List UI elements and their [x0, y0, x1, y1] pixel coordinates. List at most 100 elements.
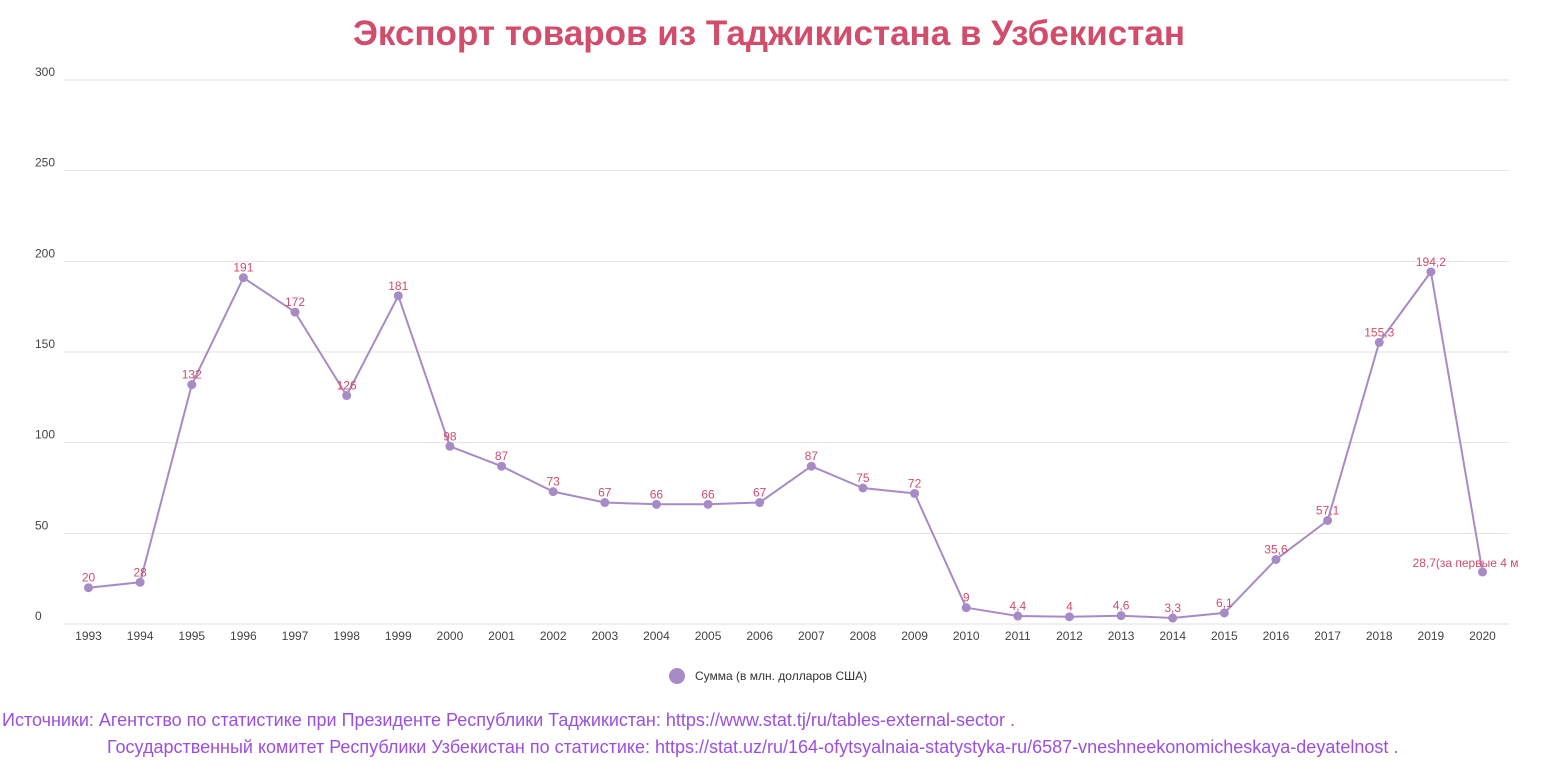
- y-tick-label: 150: [35, 337, 55, 351]
- data-point: [1219, 608, 1229, 618]
- data-label: 4,4: [1009, 599, 1026, 613]
- data-point: [187, 380, 197, 390]
- data-label: 75: [856, 471, 870, 485]
- data-point: [548, 487, 558, 497]
- x-tick-label: 1997: [282, 629, 309, 643]
- data-label: 87: [805, 449, 819, 463]
- data-point: [858, 483, 868, 493]
- data-label: 28,7(за первые 4 м: [1413, 556, 1519, 570]
- data-label: 9: [963, 591, 970, 605]
- x-tick-label: 2005: [695, 629, 722, 643]
- legend: Сумма (в млн. долларов США): [669, 666, 867, 686]
- data-label: 28: [133, 565, 147, 579]
- y-tick-label: 300: [35, 65, 55, 79]
- sources-line-2: Государственный комитет Республики Узбек…: [107, 737, 1399, 757]
- y-tick-label: 250: [35, 156, 55, 170]
- data-point: [135, 577, 145, 587]
- data-point: [1064, 612, 1074, 622]
- grid-lines: [64, 79, 1509, 625]
- data-point: [1374, 337, 1384, 347]
- series-line-path: [88, 270, 1484, 619]
- x-tick-label: 1993: [75, 629, 102, 643]
- data-point: [1323, 515, 1333, 525]
- data-label: 155,3: [1364, 325, 1394, 339]
- x-tick-label: 1999: [385, 629, 412, 643]
- data-label: 66: [701, 487, 715, 501]
- data-label: 6,1: [1216, 596, 1233, 610]
- data-label: 132: [182, 368, 202, 382]
- data-point: [238, 273, 248, 283]
- data-point: [961, 603, 971, 613]
- x-tick-label: 1998: [333, 629, 360, 643]
- x-tick-label: 2020: [1469, 629, 1496, 643]
- x-tick-label: 2008: [850, 629, 877, 643]
- x-tick-label: 2015: [1211, 629, 1238, 643]
- data-point: [497, 461, 507, 471]
- data-point: [290, 307, 300, 317]
- data-point: [84, 583, 93, 593]
- y-tick-label: 50: [35, 518, 49, 532]
- data-label: 73: [546, 475, 560, 489]
- data-point: [1168, 613, 1178, 623]
- x-tick-label: 2010: [953, 629, 980, 643]
- data-label: 194,2: [1416, 255, 1446, 269]
- x-tick-label: 2009: [901, 629, 928, 643]
- data-point: [755, 498, 765, 508]
- x-tick-label: 2017: [1314, 629, 1341, 643]
- data-label: 20: [82, 571, 96, 585]
- data-label: 191: [233, 261, 253, 275]
- data-point: [1013, 611, 1023, 621]
- data-label: 35,6: [1264, 542, 1288, 556]
- x-tick-label: 2000: [437, 629, 464, 643]
- data-label: 3,3: [1164, 601, 1181, 615]
- x-tick-label: 1994: [127, 629, 154, 643]
- x-tick-label: 1996: [230, 629, 257, 643]
- x-tick-label: 2002: [540, 629, 567, 643]
- legend-marker: [669, 668, 685, 684]
- data-point: [1478, 567, 1487, 577]
- y-tick-label: 0: [35, 609, 42, 623]
- x-tick-label: 1995: [178, 629, 205, 643]
- data-point: [445, 441, 455, 451]
- data-points: [84, 267, 1487, 623]
- x-tick-label: 2006: [746, 629, 773, 643]
- x-tick-label: 2014: [1159, 629, 1186, 643]
- x-tick-label: 2016: [1263, 629, 1290, 643]
- y-tick-label: 200: [35, 246, 55, 260]
- series-line: [88, 270, 1484, 619]
- x-axis-ticks: 1993 1994 1995 1996 1997 1998 1999 2000 2001 2002…: [75, 629, 1496, 643]
- x-tick-label: 2018: [1366, 629, 1393, 643]
- data-point: [651, 499, 661, 509]
- data-label: 4,6: [1113, 599, 1130, 613]
- data-point: [1426, 267, 1436, 277]
- data-label: 72: [908, 476, 922, 490]
- y-axis-ticks: 0 50 100 150 200 250 300: [35, 65, 55, 623]
- data-point: [806, 461, 816, 471]
- data-label: 172: [285, 295, 305, 309]
- data-label: 66: [650, 487, 664, 501]
- data-point: [342, 391, 352, 401]
- data-point: [703, 499, 713, 509]
- data-label: 67: [598, 486, 612, 500]
- data-label: 67: [753, 486, 767, 500]
- x-tick-label: 2003: [591, 629, 618, 643]
- data-label: 4: [1066, 600, 1073, 614]
- x-tick-label: 2019: [1418, 629, 1445, 643]
- x-tick-label: 2012: [1056, 629, 1083, 643]
- x-tick-label: 2001: [488, 629, 515, 643]
- x-tick-label: 2011: [1005, 629, 1031, 643]
- data-label: 87: [495, 449, 509, 463]
- x-tick-label: 2004: [643, 629, 670, 643]
- data-label: 126: [337, 379, 357, 393]
- legend-label: Сумма (в млн. долларов США): [695, 669, 868, 683]
- data-point: [393, 291, 403, 301]
- chart-title: Экспорт товаров из Таджикистана в Узбеки…: [352, 14, 1186, 53]
- data-label: 98: [443, 429, 457, 443]
- data-label: 57,1: [1316, 503, 1340, 517]
- data-point: [600, 498, 610, 508]
- x-tick-label: 2013: [1108, 629, 1135, 643]
- y-tick-label: 100: [35, 428, 55, 442]
- sources-line-1: Источники: Агентство по статистике при П…: [2, 710, 1015, 730]
- x-tick-label: 2007: [798, 629, 825, 643]
